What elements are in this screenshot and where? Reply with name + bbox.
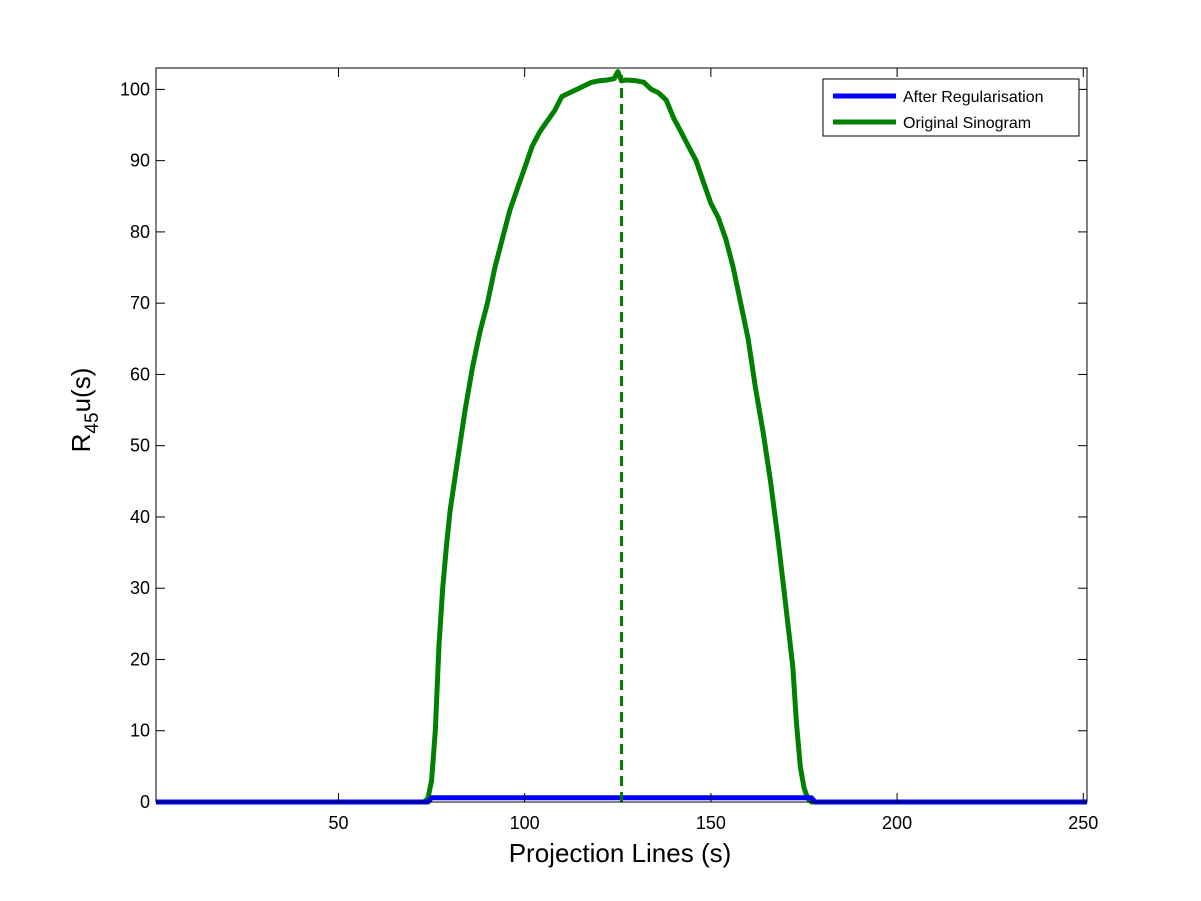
y-axis-label-main: R <box>66 434 96 453</box>
legend-box <box>822 78 1080 137</box>
y-tick-label: 40 <box>130 507 150 527</box>
x-axis-label: Projection Lines (s) <box>509 838 732 868</box>
y-tick-label: 70 <box>130 293 150 313</box>
x-tick-label: 100 <box>510 813 540 833</box>
y-tick-label: 0 <box>140 792 150 812</box>
plot-area <box>156 68 1087 802</box>
y-tick-label: 30 <box>130 578 150 598</box>
y-axis-label-subscript: 45 <box>82 412 103 433</box>
y-tick-label: 90 <box>130 151 150 171</box>
y-tick-label: 60 <box>130 364 150 384</box>
y-tick-label: 100 <box>120 79 150 99</box>
y-tick-label: 50 <box>130 436 150 456</box>
plot-frame <box>155 67 1088 803</box>
legend-entry-original-sinogram: Original Sinogram <box>903 115 1031 132</box>
ticks-layer: 50 100 150 200 250 0 10 20 30 40 50 60 70 80 90 100 <box>120 68 1098 833</box>
y-axis-label-rest: u(s) <box>66 368 96 413</box>
legend-entry-after-regularisation: After Regularisation <box>903 89 1044 106</box>
y-tick-label: 80 <box>130 222 150 242</box>
y-tick-label: 10 <box>130 721 150 741</box>
y-tick-label: 20 <box>130 649 150 669</box>
x-tick-label: 250 <box>1068 813 1098 833</box>
series-line-original-sinogram <box>156 69 1087 805</box>
legend: After Regularisation Original Sinogram <box>822 78 1080 137</box>
x-tick-label: 50 <box>328 813 348 833</box>
x-tick-label: 200 <box>882 813 912 833</box>
x-tick-label: 150 <box>696 813 726 833</box>
y-axis-label: R45u(s) <box>66 368 103 453</box>
